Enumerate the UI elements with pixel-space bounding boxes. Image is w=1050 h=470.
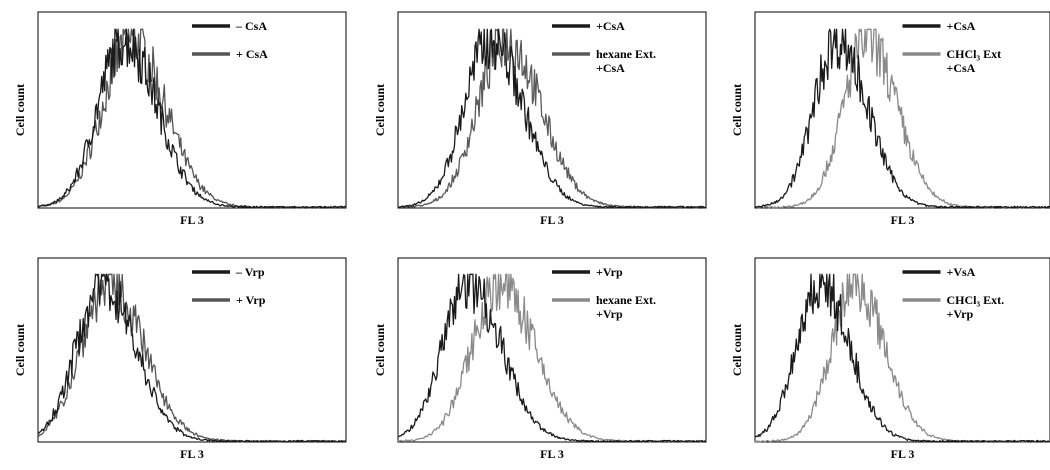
series-trace-1	[37, 28, 347, 209]
x-axis-label: FL 3	[180, 447, 204, 461]
legend-label: hexane Ext.	[596, 293, 656, 307]
series-trace-1	[397, 273, 707, 443]
series-trace-1	[754, 28, 1050, 209]
legend-label: +CsA	[947, 61, 976, 75]
x-axis-label: FL 3	[540, 213, 564, 227]
legend-label: – CsA	[235, 19, 267, 33]
legend-label: +CsA	[947, 19, 976, 33]
legend-label: hexane Ext.	[596, 47, 656, 61]
x-axis-label: FL 3	[540, 447, 564, 461]
y-axis-label: Cell count	[373, 324, 387, 376]
legend-label: + Vrp	[236, 293, 266, 307]
legend-label: +Vrp	[596, 307, 623, 321]
series-trace-1	[37, 273, 347, 443]
plot-frame	[37, 11, 347, 209]
plot-frame	[37, 257, 347, 443]
legend-label: +VsA	[947, 265, 976, 279]
series-trace-1	[754, 273, 1050, 443]
plot-frame	[754, 257, 1050, 443]
legend-label: +Vrp	[596, 265, 623, 279]
legend-label: CHCl₃ Ext	[947, 47, 1002, 61]
histogram-panel-1: Cell count FL 3 – CsA + CsA	[13, 11, 347, 227]
legend-label: + CsA	[236, 47, 268, 61]
histogram-panel-6: Cell count FL 3 +VsA CHCl₃ Ext.+Vrp	[730, 257, 1050, 461]
x-axis-label: FL 3	[891, 447, 915, 461]
legend-label: +CsA	[596, 61, 625, 75]
histogram-panel-4: Cell count FL 3 – Vrp + Vrp	[13, 257, 347, 461]
series-trace-1	[397, 28, 707, 209]
legend-label: – Vrp	[235, 265, 265, 279]
plot-frame	[754, 11, 1050, 209]
y-axis-label: Cell count	[730, 84, 744, 136]
y-axis-label: Cell count	[730, 324, 744, 376]
plot-frame	[397, 257, 707, 443]
legend-label: CHCl₃ Ext.	[947, 293, 1005, 307]
y-axis-label: Cell count	[13, 324, 27, 376]
y-axis-label: Cell count	[13, 84, 27, 136]
series-trace-2	[37, 28, 347, 209]
legend-label: +Vrp	[947, 307, 974, 321]
series-trace-2	[754, 28, 1050, 209]
y-axis-label: Cell count	[373, 84, 387, 136]
x-axis-label: FL 3	[180, 213, 204, 227]
legend-label: +CsA	[596, 19, 625, 33]
plot-frame	[397, 11, 707, 209]
series-trace-2	[397, 273, 707, 443]
x-axis-label: FL 3	[891, 213, 915, 227]
series-trace-2	[397, 28, 707, 209]
